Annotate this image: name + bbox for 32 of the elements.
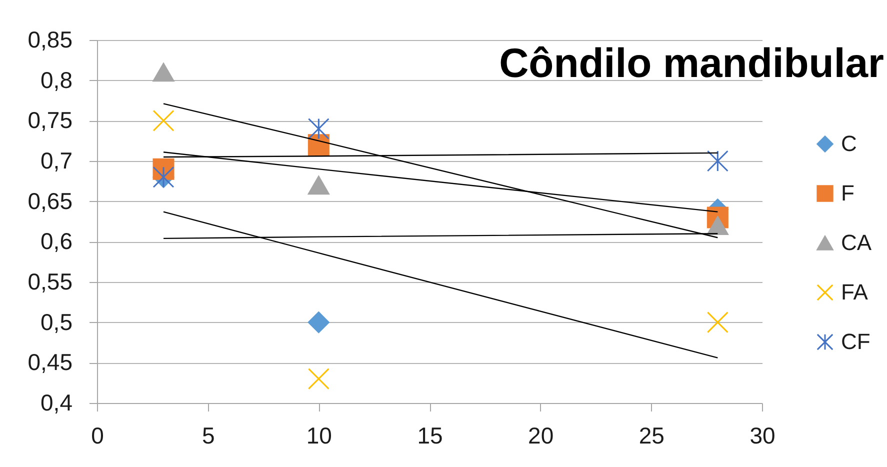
y-tick-label: 0,85: [28, 26, 72, 52]
y-tick-label: 0,7: [40, 148, 72, 174]
chart-title: Côndilo mandibular: [499, 40, 884, 86]
x-tick-label: 30: [750, 422, 776, 448]
y-tick-label: 0,45: [28, 349, 72, 376]
legend-label: F: [841, 180, 854, 206]
y-tick-label: 0,8: [40, 66, 72, 93]
legend-label: CA: [841, 230, 872, 255]
point: [308, 176, 330, 195]
x-tick-label: 5: [202, 422, 215, 448]
point: [706, 312, 728, 334]
y-tick-label: 0,55: [28, 268, 72, 294]
y-tick-label: 0,5: [40, 308, 72, 335]
y-tick-label: 0,65: [28, 188, 72, 214]
x-tick-label: 25: [638, 422, 664, 448]
legend-label: FA: [841, 280, 868, 304]
point: [308, 118, 330, 140]
legend-label: C: [841, 131, 857, 156]
y-tick-label: 0,4: [40, 390, 73, 416]
point: [706, 216, 728, 235]
point: [706, 150, 728, 172]
x-tick-label: 15: [417, 422, 443, 448]
x-tick-label: 20: [528, 422, 554, 448]
point: [152, 62, 174, 82]
point: [152, 110, 174, 132]
x-tick-label: 10: [306, 422, 332, 448]
legend-label: CF: [841, 329, 870, 354]
y-tick-label: 0,75: [28, 107, 72, 134]
point: [308, 312, 330, 334]
x-tick-label: 0: [91, 422, 104, 448]
y-tick-label: 0,6: [40, 228, 72, 254]
point: [308, 368, 330, 390]
